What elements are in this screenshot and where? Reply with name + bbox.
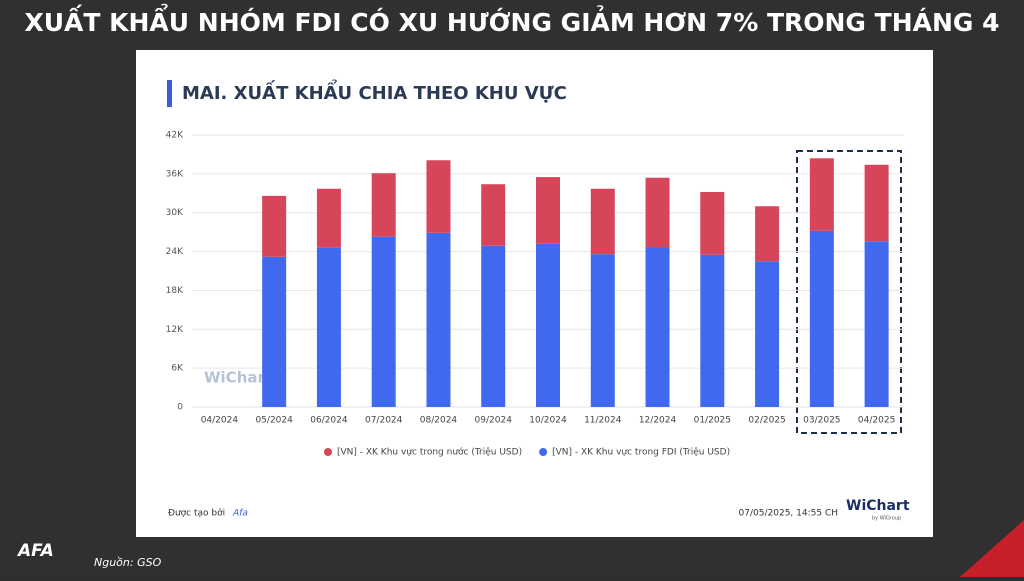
bar-segment <box>809 158 834 231</box>
bar-segment <box>536 177 560 244</box>
bar-segment <box>426 160 451 233</box>
bar-segment <box>864 164 889 242</box>
bar-segment <box>864 241 889 407</box>
x-tick-label: 04/2025 <box>858 416 895 426</box>
author: Afa <box>232 509 248 519</box>
source: Nguồn: GSO <box>94 556 162 569</box>
y-tick-label: 36K <box>166 169 184 179</box>
y-tick-label: 30K <box>166 208 184 218</box>
bar-segment <box>371 173 396 237</box>
y-tick-label: 24K <box>166 247 184 257</box>
x-tick-label: 08/2024 <box>420 416 458 426</box>
corner-decor <box>960 520 1024 577</box>
bar-segment <box>316 247 341 407</box>
x-tick-label: 03/2025 <box>803 416 840 426</box>
y-tick-label: 12K <box>166 325 184 335</box>
legend-label: [VN] - XK Khu vực trong nước (Triệu USD) <box>337 447 522 458</box>
legend-label: [VN] - XK Khu vực trong FDI (Triệu USD) <box>552 447 730 458</box>
x-tick-label: 10/2024 <box>529 416 567 426</box>
slide-title: XUẤT KHẨU NHÓM FDI CÓ XU HƯỚNG GIẢM HƠN … <box>24 3 999 37</box>
bar-segment <box>371 236 396 407</box>
bar-segment <box>481 245 506 407</box>
y-tick-label: 0 <box>177 403 183 413</box>
timestamp: 07/05/2025, 14:55 CH <box>739 509 838 519</box>
bar-segment <box>645 247 670 407</box>
created-by: Được tạo bởi <box>168 508 225 519</box>
x-tick-label: 02/2025 <box>748 416 785 426</box>
x-tick-label: 04/2024 <box>201 416 239 426</box>
bar-segment <box>700 254 725 407</box>
legend-marker <box>324 448 332 456</box>
bar-segment <box>755 261 780 407</box>
bar-segment <box>755 206 780 262</box>
bar-segment <box>262 195 287 257</box>
x-tick-label: 12/2024 <box>639 416 677 426</box>
y-tick-label: 42K <box>166 131 184 141</box>
bar-segment <box>316 188 341 248</box>
x-tick-label: 05/2024 <box>255 416 293 426</box>
logo: AFA <box>16 541 54 561</box>
x-tick-label: 07/2024 <box>365 416 403 426</box>
bar-segment <box>481 184 506 246</box>
brand-sub: by WiGroup <box>872 516 901 522</box>
x-tick-label: 11/2024 <box>584 416 622 426</box>
y-tick-label: 18K <box>166 286 184 296</box>
bar-segment <box>262 256 287 407</box>
title-accent <box>167 80 172 107</box>
bar-segment <box>645 177 670 248</box>
legend-marker <box>539 448 548 456</box>
y-tick-label: 6K <box>171 364 184 374</box>
x-tick-label: 09/2024 <box>475 416 513 426</box>
highlight-box <box>796 150 902 434</box>
x-tick-label: 06/2024 <box>310 416 348 426</box>
bar-segment <box>590 188 615 255</box>
bar-segment <box>700 191 725 255</box>
x-tick-label: 01/2025 <box>694 416 731 426</box>
watermark: WiChart <box>204 369 272 387</box>
bar-segment <box>590 254 615 407</box>
chart-title: MAI. XUẤT KHẨU CHIA THEO KHU VỰC <box>182 79 567 104</box>
bar-segment <box>426 232 451 407</box>
bar-segment <box>809 230 834 407</box>
bar-segment <box>536 243 560 407</box>
brand: WiChart <box>846 498 910 514</box>
